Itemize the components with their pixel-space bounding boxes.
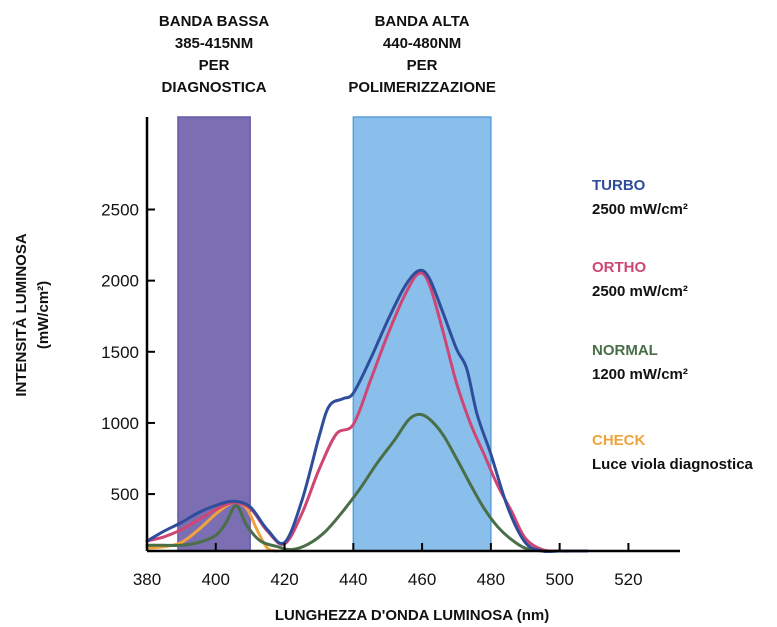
y-tick-label-1000: 1000: [101, 414, 139, 433]
legend: TURBO 2500 mW/cm² ORTHO 2500 mW/cm² NORMAL 12…: [592, 177, 754, 473]
x-ticks: 380 400 420 440 460 480 500 520: [133, 543, 643, 589]
legend-desc-turbo: 2500 mW/cm²: [592, 201, 688, 218]
x-tick-label-440: 440: [339, 570, 367, 589]
legend-name-turbo: TURBO: [592, 177, 646, 194]
y-ticks: 500 1000 1500 2000 2500: [101, 200, 155, 504]
highlight-bands: [177, 116, 492, 552]
y-axis-title: INTENSITÀ LUMINOSA (mW/cm²): [13, 233, 52, 396]
band-label-0-line-0: BANDA BASSA: [159, 13, 269, 30]
band-label-1-line-3: POLIMERIZZAZIONE: [348, 79, 496, 96]
series-line-turbo: [145, 268, 589, 554]
band-label-1-line-0: BANDA ALTA: [375, 13, 470, 30]
x-tick-label-480: 480: [477, 570, 505, 589]
y-tick-label-2500: 2500: [101, 200, 139, 219]
x-tick-label-520: 520: [614, 570, 642, 589]
legend-desc-ortho: 2500 mW/cm²: [592, 283, 688, 300]
band-label-1-line-2: PER: [407, 57, 438, 74]
y-axis-title-line1: INTENSITÀ LUMINOSA: [13, 233, 30, 396]
legend-desc-normal: 1200 mW/cm²: [592, 366, 688, 383]
legend-name-normal: NORMAL: [592, 342, 658, 359]
x-tick-label-420: 420: [270, 570, 298, 589]
band-label-1-line-1: 440-480NM: [383, 35, 461, 52]
legend-name-check: CHECK: [592, 432, 646, 449]
series-line-ortho: [145, 271, 589, 553]
series-line-normal: [145, 412, 589, 553]
legend-name-ortho: ORTHO: [592, 259, 646, 276]
x-tick-label-400: 400: [202, 570, 230, 589]
x-tick-label-500: 500: [545, 570, 573, 589]
y-tick-label-2000: 2000: [101, 272, 139, 291]
legend-desc-check: Luce viola diagnostica: [592, 456, 754, 473]
band-rect-0: [177, 116, 251, 552]
x-tick-label-380: 380: [133, 570, 161, 589]
band-label-0-line-2: PER: [199, 57, 230, 74]
band-labels: BANDA BASSA 385-415NM PER DIAGNOSTICA BANDA …: [159, 13, 496, 96]
y-tick-label-1500: 1500: [101, 343, 139, 362]
series-lines: [145, 268, 589, 554]
y-axis-title-line2: (mW/cm²): [35, 281, 52, 349]
band-label-0-line-3: DIAGNOSTICA: [162, 79, 267, 96]
x-tick-label-460: 460: [408, 570, 436, 589]
y-tick-label-500: 500: [111, 485, 139, 504]
band-label-0-line-1: 385-415NM: [175, 35, 253, 52]
x-axis-title: LUNGHEZZA D'ONDA LUMINOSA (nm): [275, 607, 549, 624]
